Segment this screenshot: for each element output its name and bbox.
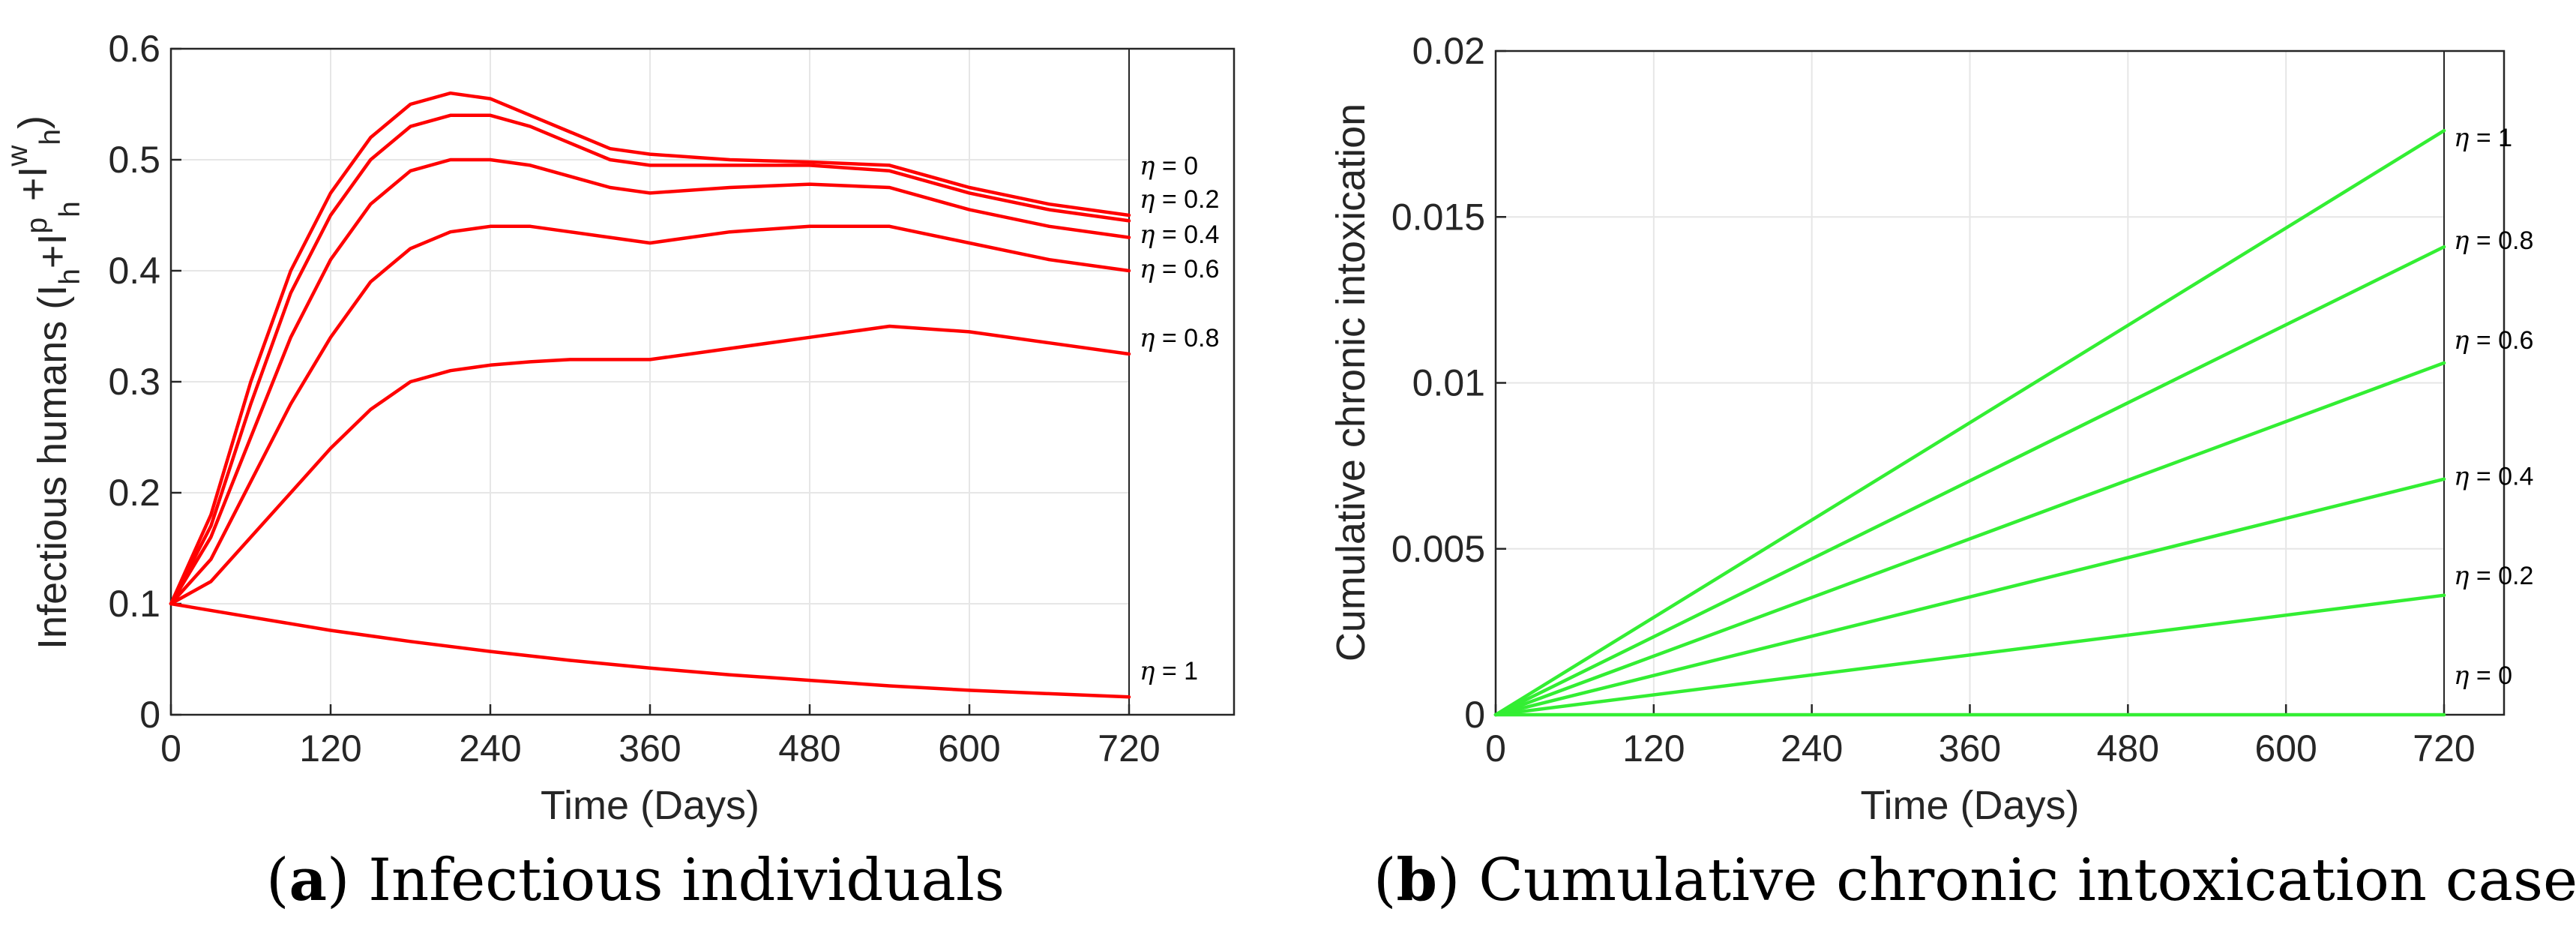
y-tick-label: 0.015 — [1391, 196, 1485, 238]
x-tick-label: 600 — [938, 728, 1000, 770]
x-tick-label: 120 — [1622, 728, 1685, 770]
tick-marks-b — [1494, 50, 2446, 716]
series-label-b-5: η = 0 — [2454, 661, 2512, 691]
x-tick-label: 0 — [160, 728, 181, 770]
x-tick-label: 600 — [2254, 728, 2317, 770]
x-tick-label: 360 — [1939, 728, 2001, 770]
series-line-a-3 — [169, 224, 1131, 606]
x-tick-label: 480 — [778, 728, 840, 770]
grid-a — [170, 48, 1130, 716]
series-line-b-2 — [1493, 361, 2446, 717]
series-line-b-0 — [1493, 128, 2446, 717]
y-tick-label: 0.005 — [1391, 528, 1485, 570]
series-label-b-0: η = 1 — [2454, 123, 2512, 153]
caption-a-letter: a — [289, 846, 327, 914]
caption-a-text: Infectious individuals — [368, 847, 1005, 914]
x-tick-label: 0 — [1485, 728, 1506, 770]
x-tick-label: 120 — [299, 728, 361, 770]
series-label-b-4: η = 0.2 — [2454, 561, 2533, 591]
chart-panel-a: 0 120 240 360 480 600 720 0 0.1 0.2 0.3 0.4 0.5 0.6 Ti… — [1, 28, 1236, 828]
y-tick-label: 0.1 — [108, 583, 160, 625]
y-axis-label: Cumulative chronic intoxication — [1328, 104, 1373, 662]
series-line-a-2 — [169, 158, 1131, 606]
x-tick-label: 720 — [2413, 728, 2475, 770]
x-tick-label: 240 — [459, 728, 521, 770]
grid-b — [1495, 50, 2445, 716]
series-label-b-3: η = 0.4 — [2454, 461, 2533, 491]
series-line-b-4 — [1493, 593, 2446, 717]
x-tick-label: 720 — [1098, 728, 1160, 770]
y-tick-label: 0 — [139, 694, 160, 736]
y-tick-label: 0.3 — [108, 361, 160, 403]
caption-b: (b) Cumulative chronic intoxication case… — [1373, 846, 2576, 914]
series-line-a-1 — [169, 113, 1131, 606]
y-tick-label: 0.2 — [108, 472, 160, 514]
chart-panel-b: 0 120 240 360 480 600 720 0 0.005 0.01 0.015 0.02 Ti… — [1328, 30, 2533, 828]
x-axis-label: Time (Days) — [1861, 783, 2080, 828]
caption-b-text: Cumulative chronic intoxication cases — [1478, 847, 2576, 914]
series-label-a-1: η = 0.2 — [1140, 184, 1219, 214]
y-tick-label: 0.5 — [108, 139, 160, 181]
series-label-a-5: η = 1 — [1140, 656, 1198, 686]
series-line-a-0 — [169, 91, 1131, 606]
y-tick-label: 0.4 — [108, 250, 160, 292]
y-tick-label: 0.02 — [1412, 30, 1485, 72]
x-tick-label: 480 — [2097, 728, 2159, 770]
x-tick-label: 360 — [619, 728, 681, 770]
series-label-a-4: η = 0.8 — [1140, 323, 1219, 353]
y-tick-label: 0.01 — [1412, 362, 1485, 404]
y-tick-label: 0 — [1464, 694, 1485, 736]
series-label-a-3: η = 0.6 — [1140, 254, 1219, 284]
series-line-a-5 — [169, 602, 1131, 699]
series-line-b-1 — [1493, 244, 2446, 717]
caption-a: (a) Infectious individuals — [266, 846, 1005, 914]
y-axis-label: Infectious humans (Ih+Iph+Iwh) — [1, 116, 86, 650]
series-line-a-4 — [169, 324, 1131, 606]
caption-b-letter: b — [1396, 846, 1437, 914]
series-line-b-3 — [1493, 477, 2446, 717]
x-tick-label: 240 — [1781, 728, 1843, 770]
series-label-a-0: η = 0 — [1140, 151, 1198, 181]
series-label-a-2: η = 0.4 — [1140, 220, 1219, 250]
series-label-b-2: η = 0.6 — [2454, 326, 2533, 356]
series-label-b-1: η = 0.8 — [2454, 226, 2533, 256]
x-axis-label: Time (Days) — [541, 783, 759, 828]
y-tick-label: 0.6 — [108, 28, 160, 70]
